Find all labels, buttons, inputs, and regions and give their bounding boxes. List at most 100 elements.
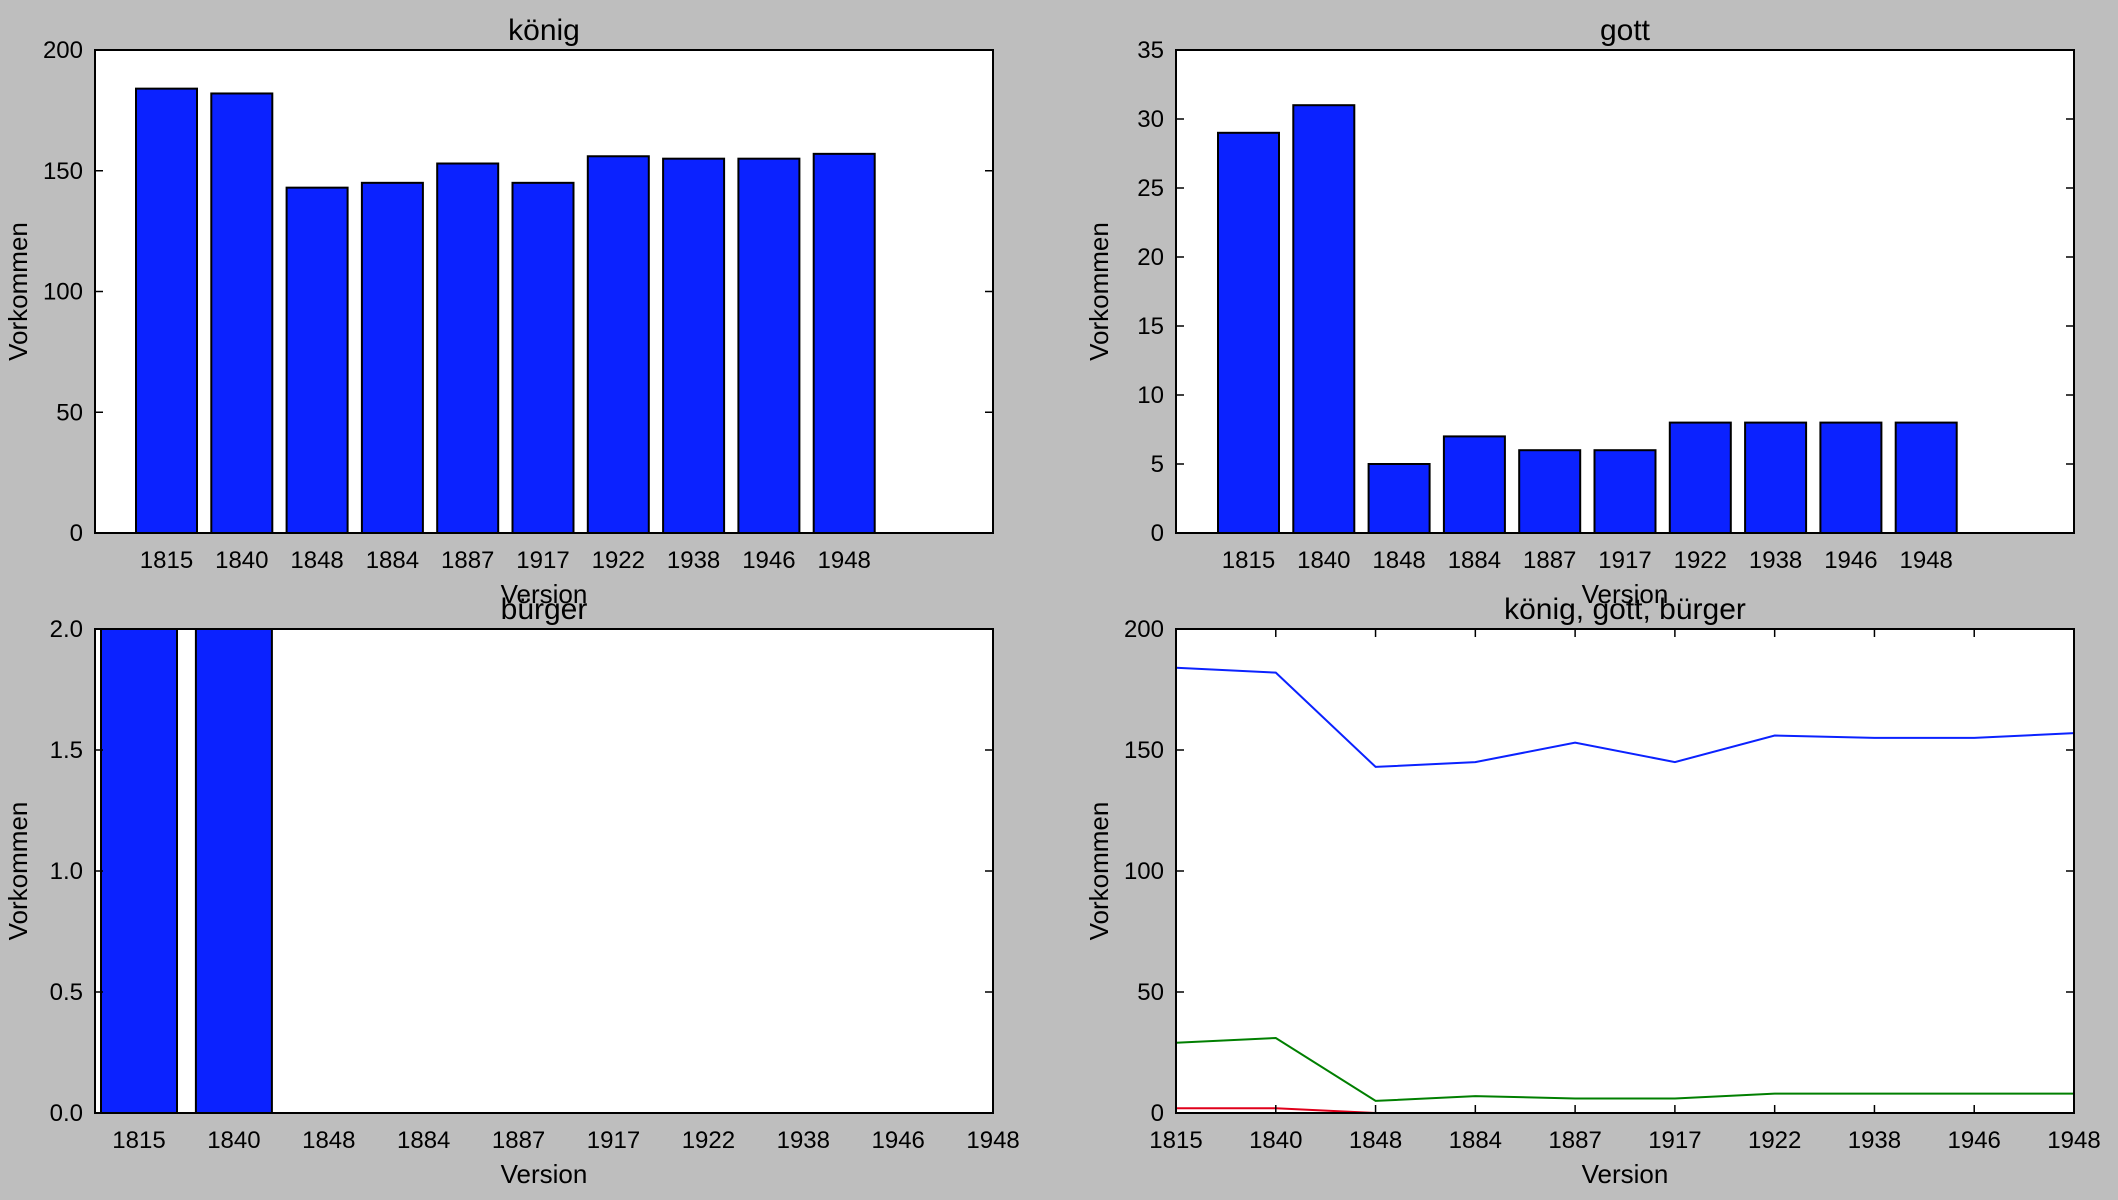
x-tick-label: 1840 (207, 1127, 260, 1154)
bar (1593, 449, 1657, 535)
bar (135, 87, 198, 534)
chart-combined: 1815 1840 1848 1884 1887 1917 1922 1938 1946 1948… (1084, 593, 2101, 1189)
x-tick-label: 1840 (1297, 547, 1350, 574)
bar (285, 186, 349, 534)
x-tick-label: 1887 (492, 1127, 545, 1154)
x-axis-label: Version (1582, 579, 1669, 609)
x-tick-label: 1840 (1249, 1127, 1302, 1154)
bar (511, 181, 575, 534)
y-tick-label: 100 (43, 279, 83, 306)
y-tick-label: 10 (1137, 382, 1164, 409)
x-tick-label: 1917 (1598, 547, 1651, 574)
y-tick-label: 150 (43, 158, 83, 185)
y-tick-label: 0 (1151, 1100, 1164, 1127)
plot-frame (94, 49, 994, 534)
x-tick-label: 1946 (872, 1127, 925, 1154)
x-tick-label: 1946 (1824, 547, 1877, 574)
x-tick-label: 1884 (1449, 1127, 1502, 1154)
x-tick-label: 1848 (302, 1127, 355, 1154)
y-tick-label: 100 (1124, 858, 1164, 885)
x-tick-label: 1948 (1900, 547, 1953, 574)
x-tick-label: 1946 (742, 547, 795, 574)
bar (1894, 421, 1958, 535)
x-tick-label: 1948 (818, 547, 871, 574)
y-tick-label: 2.0 (50, 616, 83, 643)
x-tick-label: 1946 (1948, 1127, 2001, 1154)
y-tick-label: 20 (1137, 244, 1164, 271)
y-axis-label: Vorkommen (1084, 222, 1114, 361)
plot-frame (1175, 628, 2075, 1114)
y-tick-label: 5 (1151, 451, 1164, 478)
y-tick-label: 200 (43, 37, 83, 64)
x-tick-label: 1917 (587, 1127, 640, 1154)
x-tick-label: 1938 (667, 547, 720, 574)
y-tick-label: 15 (1137, 313, 1164, 340)
x-tick-label: 1917 (516, 547, 569, 574)
bar (586, 155, 650, 534)
bar (812, 152, 876, 534)
series-line (1175, 666, 2075, 768)
y-axis-label: Vorkommen (1084, 802, 1114, 941)
x-tick-label: 1948 (2047, 1127, 2100, 1154)
x-tick-label: 1938 (1749, 547, 1802, 574)
y-tick-label: 25 (1137, 175, 1164, 202)
bar (1367, 463, 1431, 534)
bar (100, 628, 178, 1114)
bar (737, 157, 801, 535)
x-tick-label: 1922 (1748, 1127, 1801, 1154)
bar (210, 92, 274, 534)
bar (194, 628, 273, 1114)
x-tick-label: 1938 (1848, 1127, 1901, 1154)
chart-burger: 1815 1840 1848 1884 1887 1917 1922 1938 1946 1948… (3, 593, 1020, 1189)
x-axis-label: Version (501, 579, 588, 609)
x-tick-label: 1815 (1222, 547, 1275, 574)
y-tick-label: 1.5 (50, 737, 83, 764)
bar (1217, 131, 1280, 535)
y-axis-label: Vorkommen (3, 802, 33, 941)
x-tick-label: 1887 (1523, 547, 1576, 574)
bar (1668, 421, 1732, 535)
bar (1442, 435, 1506, 534)
bar (360, 181, 424, 534)
y-tick-label: 0.0 (50, 1100, 83, 1127)
x-axis-label: Version (501, 1159, 588, 1189)
plot-frame (94, 628, 994, 1114)
x-tick-label: 1884 (397, 1127, 450, 1154)
y-tick-label: 0 (70, 520, 83, 547)
x-tick-label: 1815 (112, 1127, 165, 1154)
x-tick-label: 1887 (1548, 1127, 1601, 1154)
y-tick-label: 35 (1137, 37, 1164, 64)
plot-frame (1175, 49, 2075, 534)
chart-title: könig (508, 14, 580, 47)
y-tick-label: 0 (1151, 520, 1164, 547)
y-tick-label: 50 (1137, 979, 1164, 1006)
y-tick-label: 0.5 (50, 979, 83, 1006)
x-tick-label: 1948 (966, 1127, 1019, 1154)
y-tick-label: 30 (1137, 106, 1164, 133)
bar (1518, 449, 1582, 535)
y-axis-label: Vorkommen (3, 222, 33, 361)
x-tick-label: 1815 (140, 547, 193, 574)
bar (436, 162, 500, 534)
bar (1292, 104, 1356, 534)
chart-title: gott (1600, 14, 1651, 47)
x-tick-label: 1840 (215, 547, 268, 574)
x-tick-label: 1848 (1372, 547, 1425, 574)
chart-konig: 1815 1840 1848 1884 1887 1917 1922 1938 1946 1948… (3, 14, 994, 609)
bar (1744, 421, 1808, 535)
bar (662, 157, 726, 535)
x-tick-label: 1922 (592, 547, 645, 574)
series-line (1175, 1036, 2074, 1102)
x-tick-label: 1848 (290, 547, 343, 574)
x-tick-label: 1917 (1648, 1127, 1701, 1154)
bar (1819, 421, 1883, 535)
chart-gott: 1815 1840 1848 1884 1887 1917 1922 1938 1946 1948… (1084, 14, 2075, 609)
plot-area (1176, 629, 2074, 1113)
y-tick-label: 200 (1124, 616, 1164, 643)
chart-title: könig, gott, bürger (1504, 593, 1746, 626)
chart-title: bürger (501, 593, 588, 626)
x-tick-label: 1938 (777, 1127, 830, 1154)
x-tick-label: 1887 (441, 547, 494, 574)
x-tick-label: 1884 (1448, 547, 1501, 574)
x-tick-label: 1884 (366, 547, 419, 574)
